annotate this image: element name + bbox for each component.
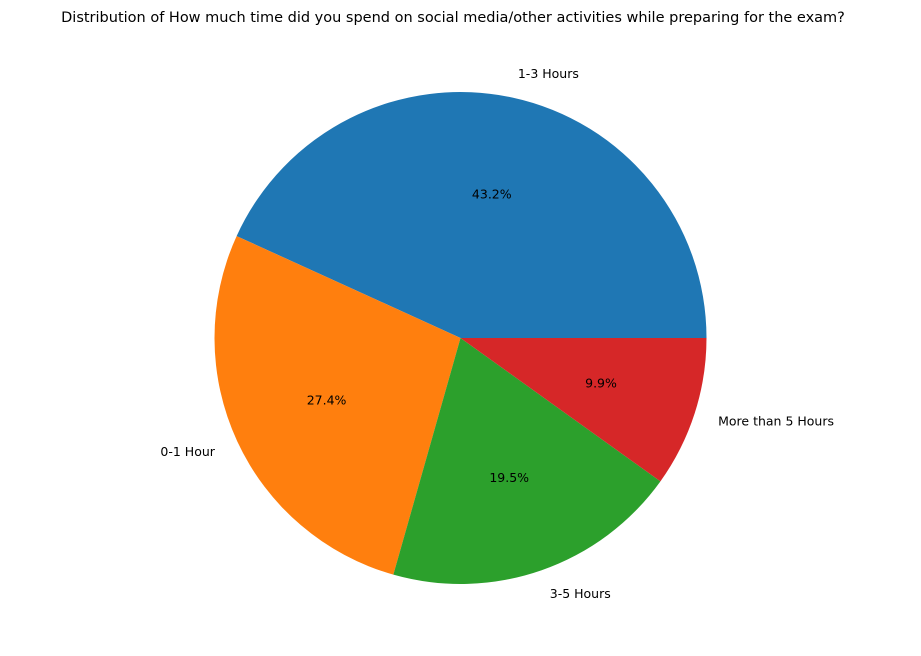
pie-slice-1-3-hours	[236, 92, 707, 338]
pie-category-label: More than 5 Hours	[718, 413, 834, 428]
pie-labels: 43.2% 1-3 Hours 27.4% 0-1 Hour 19.5% 3-5 Hour…	[160, 66, 834, 601]
chart-title: Distribution of How much time did you sp…	[61, 10, 845, 26]
pie-pct-label: 19.5%	[489, 470, 529, 485]
pie-pct-label: 27.4%	[307, 393, 347, 408]
pie-pct-label: 43.2%	[472, 186, 512, 201]
pie-slice-3-5-hours	[393, 338, 661, 585]
pie-category-label: 1-3 Hours	[518, 66, 579, 81]
pie-pct-label: 9.9%	[585, 376, 617, 391]
pie-category-label: 3-5 Hours	[550, 586, 611, 601]
pie-slice-more-than-5-hours	[460, 338, 707, 482]
pie-slice-0-1-hour	[214, 236, 461, 575]
pie-category-label: 0-1 Hour	[160, 444, 215, 459]
pie-slices	[214, 92, 707, 585]
